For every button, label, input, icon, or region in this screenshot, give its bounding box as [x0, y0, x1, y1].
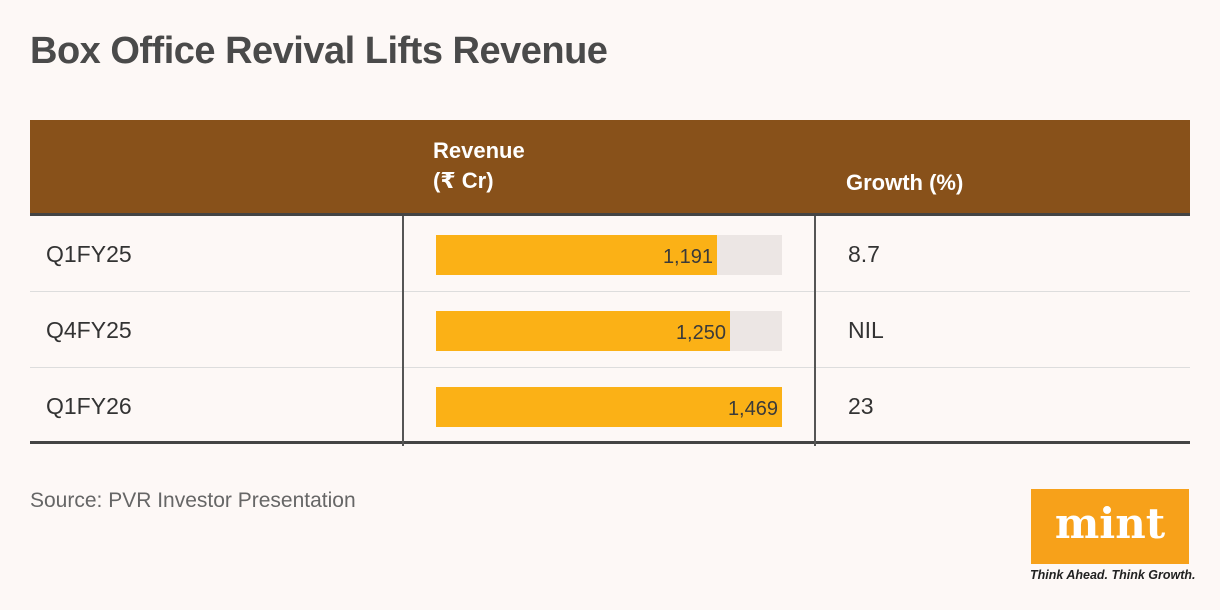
revenue-bar — [436, 311, 730, 351]
header-revenue-line1: Revenue — [433, 138, 525, 163]
table-row: Q4FY25 1,250 NIL — [30, 292, 1190, 368]
row-label: Q4FY25 — [46, 317, 132, 343]
column-divider-1 — [402, 216, 404, 446]
bar-track: 1,469 — [436, 387, 782, 427]
table-row: Q1FY26 1,469 23 — [30, 368, 1190, 444]
chart-title: Box Office Revival Lifts Revenue — [30, 30, 608, 72]
mint-logo: mint — [1031, 489, 1189, 564]
data-table: Revenue (₹ Cr) Growth (%) Q1FY25 1,191 8.7… — [30, 120, 1190, 444]
row-label: Q1FY25 — [46, 241, 132, 267]
header-revenue-line2: (₹ Cr) — [433, 168, 494, 193]
source-note: Source: PVR Investor Presentation — [30, 489, 356, 512]
column-divider-2 — [814, 216, 816, 446]
table-row: Q1FY25 1,191 8.7 — [30, 216, 1190, 292]
header-growth: Growth (%) — [846, 170, 964, 195]
row-label: Q1FY26 — [46, 393, 132, 419]
revenue-value-label: 1,250 — [675, 322, 726, 344]
growth-value: NIL — [848, 317, 884, 343]
revenue-value-label: 1,469 — [727, 398, 778, 420]
bar-track: 1,250 — [436, 311, 782, 351]
revenue-bar — [436, 235, 717, 275]
brand-tagline: Think Ahead. Think Growth. — [1030, 568, 1196, 582]
table-body: Q1FY25 1,191 8.7 Q4FY25 1,250 NIL Q1FY26 1,469 2… — [30, 216, 1190, 444]
header-revenue: Revenue (₹ Cr) — [433, 136, 525, 196]
bar-track: 1,191 — [436, 235, 782, 275]
growth-value: 8.7 — [848, 241, 880, 267]
growth-value: 23 — [848, 393, 874, 419]
revenue-bar — [436, 387, 782, 427]
table-header: Revenue (₹ Cr) Growth (%) — [30, 120, 1190, 216]
revenue-value-label: 1,191 — [662, 246, 713, 268]
